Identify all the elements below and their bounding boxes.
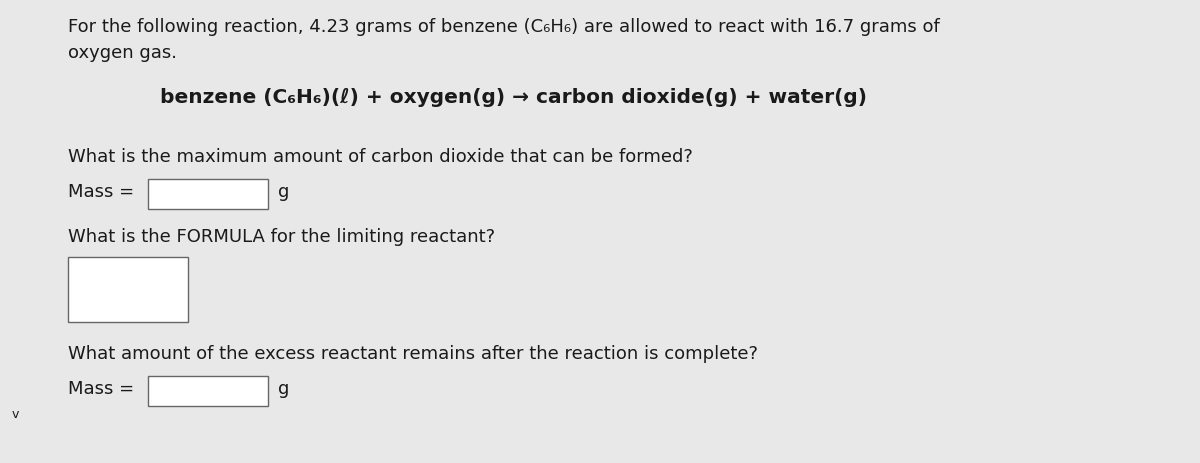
FancyBboxPatch shape [148,376,268,406]
Text: Mass =: Mass = [68,380,140,398]
Text: benzene (C₆H₆)(ℓ) + oxygen(g) → carbon dioxide(g) + water(g): benzene (C₆H₆)(ℓ) + oxygen(g) → carbon d… [160,88,866,107]
Text: g: g [278,183,289,201]
Text: v: v [12,408,19,421]
Text: g: g [278,380,289,398]
Text: What is the maximum amount of carbon dioxide that can be formed?: What is the maximum amount of carbon dio… [68,148,692,166]
Text: For the following reaction, 4.23 grams of benzene (C₆H₆) are allowed to react wi: For the following reaction, 4.23 grams o… [68,18,940,36]
Text: Mass =: Mass = [68,183,140,201]
Text: What is the FORMULA for the limiting reactant?: What is the FORMULA for the limiting rea… [68,228,496,246]
Text: oxygen gas.: oxygen gas. [68,44,178,62]
FancyBboxPatch shape [68,257,188,322]
Text: What amount of the excess reactant remains after the reaction is complete?: What amount of the excess reactant remai… [68,345,758,363]
FancyBboxPatch shape [148,179,268,209]
